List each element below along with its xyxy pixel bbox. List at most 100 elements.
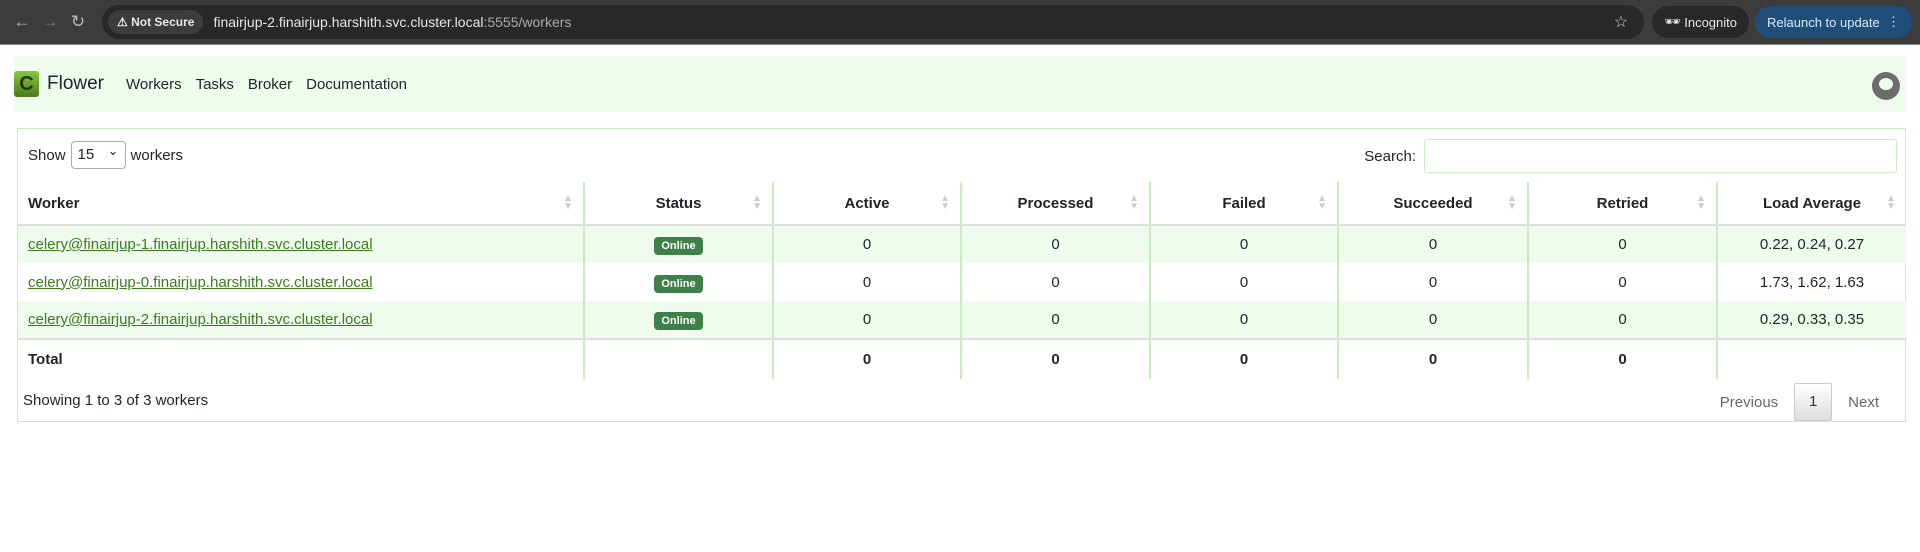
page-1-button[interactable]: 1: [1794, 383, 1833, 421]
header-label: Succeeded: [1393, 194, 1473, 212]
status-badge: Online: [654, 237, 703, 255]
header-label: Load Average: [1762, 194, 1862, 212]
page-length-control: Show 15 workers: [28, 138, 184, 169]
header-label: Status: [655, 194, 702, 212]
column-header-retried[interactable]: Retried ▲ ▼: [1527, 182, 1717, 226]
header-label: Failed: [1222, 194, 1266, 212]
worker-link[interactable]: celery@finairjup-0.finairjup.harshith.sv…: [28, 273, 373, 291]
github-icon[interactable]: [1872, 72, 1900, 100]
workers-table: Worker ▲ ▼ Status ▲ ▼ Active ▲ ▼ Processed ▲ ▼ Faile…: [18, 182, 1906, 379]
failed-cell: 0: [1149, 225, 1338, 263]
pagination: Previous 1 Next: [1704, 383, 1895, 421]
retried-cell: 0: [1527, 263, 1717, 301]
sort-icon[interactable]: ▲ ▼: [563, 193, 573, 212]
total-failed: 0: [1149, 338, 1338, 379]
active-cell: 0: [772, 301, 961, 339]
active-cell: 0: [772, 263, 961, 301]
next-button[interactable]: Next: [1848, 393, 1879, 411]
total-row: Total 0 0 0 0 0: [18, 338, 1906, 379]
succeeded-cell: 0: [1337, 301, 1528, 339]
status-badge: Online: [654, 312, 703, 330]
workers-label: workers: [130, 146, 184, 164]
total-retried: 0: [1527, 338, 1717, 379]
total-processed: 0: [960, 338, 1150, 379]
navbar: C Flower Workers Tasks Broker Documentat…: [14, 56, 1906, 112]
url-text[interactable]: finairjup-2.finairjup.harshith.svc.clust…: [213, 14, 571, 30]
status-cell: Online: [583, 225, 773, 263]
relaunch-label: Relaunch to update: [1767, 14, 1880, 30]
address-bar[interactable]: ⚠ Not Secure finairjup-2.finairjup.harsh…: [102, 5, 1645, 39]
search-control: Search:: [1364, 139, 1897, 173]
failed-cell: 0: [1149, 301, 1338, 339]
column-header-load-average[interactable]: Load Average ▲ ▼: [1716, 182, 1906, 226]
reload-icon[interactable]: ↻: [70, 12, 86, 31]
relaunch-button[interactable]: Relaunch to update ⋮: [1755, 6, 1912, 38]
header-label: Active: [844, 194, 890, 212]
column-header-worker[interactable]: Worker ▲ ▼: [18, 182, 584, 226]
total-succeeded: 0: [1337, 338, 1528, 379]
worker-link[interactable]: celery@finairjup-2.finairjup.harshith.sv…: [28, 311, 373, 328]
sort-icon[interactable]: ▲ ▼: [1696, 193, 1706, 212]
nav-workers[interactable]: Workers: [126, 75, 182, 93]
table-info: Showing 1 to 3 of 3 workers: [23, 392, 209, 409]
total-status: [583, 338, 773, 379]
total-active: 0: [772, 338, 961, 379]
url-host: finairjup-2.finairjup.harshith.svc.clust…: [213, 14, 484, 30]
previous-button[interactable]: Previous: [1719, 393, 1779, 411]
security-label: Not Secure: [131, 15, 195, 29]
column-header-succeeded[interactable]: Succeeded ▲ ▼: [1337, 182, 1528, 226]
column-header-active[interactable]: Active ▲ ▼: [772, 182, 961, 226]
table-row: celery@finairjup-1.finairjup.harshith.sv…: [18, 225, 1906, 263]
table-row: celery@finairjup-2.finairjup.harshith.sv…: [18, 301, 1906, 339]
processed-cell: 0: [960, 263, 1150, 301]
brand[interactable]: Flower: [47, 73, 105, 94]
sort-icon[interactable]: ▲ ▼: [1886, 193, 1896, 212]
incognito-label: Incognito: [1684, 14, 1737, 30]
search-label: Search:: [1364, 147, 1416, 165]
sort-icon[interactable]: ▲ ▼: [1507, 193, 1517, 212]
worker-link[interactable]: celery@finairjup-1.finairjup.harshith.sv…: [28, 236, 373, 253]
worker-cell: celery@finairjup-0.finairjup.harshith.sv…: [18, 263, 584, 301]
table-row: celery@finairjup-0.finairjup.harshith.sv…: [18, 263, 1906, 301]
show-label: Show: [28, 146, 66, 164]
workers-panel: Show 15 workers Search: Worker ▲▼ Status ▲▼…: [17, 128, 1906, 422]
load-cell: 0.22, 0.24, 0.27: [1716, 225, 1906, 263]
column-header-processed[interactable]: Processed ▲ ▼: [960, 182, 1150, 226]
total-label: Total: [18, 338, 584, 379]
worker-cell: celery@finairjup-2.finairjup.harshith.sv…: [18, 301, 584, 339]
sort-icon[interactable]: ▲ ▼: [1317, 193, 1327, 212]
succeeded-cell: 0: [1337, 263, 1528, 301]
succeeded-cell: 0: [1337, 225, 1528, 263]
retried-cell: 0: [1527, 301, 1717, 339]
status-cell: Online: [583, 301, 773, 339]
incognito-indicator[interactable]: 🕶 Incognito: [1652, 6, 1749, 38]
security-chip[interactable]: ⚠ Not Secure: [108, 10, 204, 34]
search-input[interactable]: [1424, 139, 1897, 173]
header-label: Retried: [1596, 194, 1649, 212]
url-path: :5555/workers: [483, 14, 572, 30]
back-icon[interactable]: ←: [13, 12, 31, 31]
column-header-status[interactable]: Status ▲ ▼: [583, 182, 773, 226]
worker-cell: celery@finairjup-1.finairjup.harshith.sv…: [18, 225, 584, 263]
flower-logo[interactable]: C: [14, 71, 39, 97]
header-label: Processed: [1017, 194, 1094, 212]
sort-icon[interactable]: ▲ ▼: [940, 193, 950, 212]
nav-tasks[interactable]: Tasks: [195, 75, 234, 93]
browser-toolbar: ← → ↻ ⚠ Not Secure finairjup-2.finairjup…: [0, 0, 1920, 45]
forward-icon[interactable]: →: [41, 12, 59, 31]
load-cell: 0.29, 0.33, 0.35: [1716, 301, 1906, 339]
page-size-select[interactable]: 15: [70, 138, 126, 169]
bookmark-star-icon[interactable]: ☆: [1613, 14, 1629, 31]
nav-broker[interactable]: Broker: [247, 75, 293, 93]
column-header-failed[interactable]: Failed ▲ ▼: [1149, 182, 1338, 226]
processed-cell: 0: [960, 225, 1150, 263]
retried-cell: 0: [1527, 225, 1717, 263]
active-cell: 0: [772, 225, 961, 263]
sort-icon[interactable]: ▲ ▼: [1129, 193, 1139, 212]
processed-cell: 0: [960, 301, 1150, 339]
nav-documentation[interactable]: Documentation: [306, 75, 408, 93]
failed-cell: 0: [1149, 263, 1338, 301]
status-cell: Online: [583, 263, 773, 301]
sort-icon[interactable]: ▲ ▼: [752, 193, 762, 212]
total-load: [1716, 338, 1906, 379]
